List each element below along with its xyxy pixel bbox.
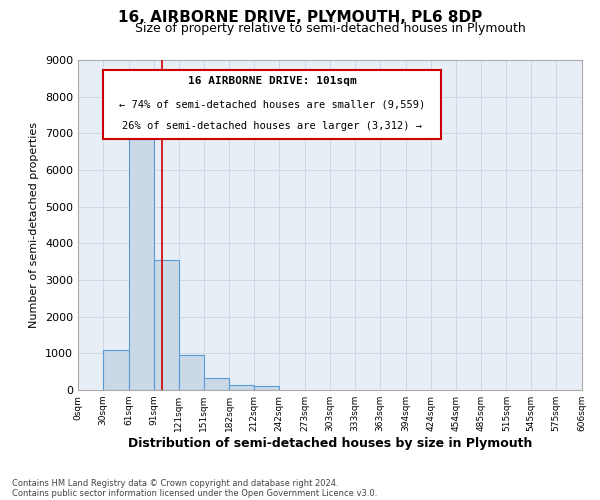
FancyBboxPatch shape xyxy=(103,70,441,139)
Title: Size of property relative to semi-detached houses in Plymouth: Size of property relative to semi-detach… xyxy=(134,22,526,35)
Text: 26% of semi-detached houses are larger (3,312) →: 26% of semi-detached houses are larger (… xyxy=(122,121,422,131)
Text: Contains HM Land Registry data © Crown copyright and database right 2024.: Contains HM Land Registry data © Crown c… xyxy=(12,478,338,488)
Bar xyxy=(179,355,203,390)
Y-axis label: Number of semi-detached properties: Number of semi-detached properties xyxy=(29,122,40,328)
Text: 16 AIRBORNE DRIVE: 101sqm: 16 AIRBORNE DRIVE: 101sqm xyxy=(188,76,356,86)
Text: ← 74% of semi-detached houses are smaller (9,559): ← 74% of semi-detached houses are smalle… xyxy=(119,100,425,110)
Bar xyxy=(154,260,179,390)
Bar xyxy=(229,384,254,390)
Bar xyxy=(254,386,279,390)
Bar xyxy=(103,350,129,390)
Text: 16, AIRBORNE DRIVE, PLYMOUTH, PL6 8DP: 16, AIRBORNE DRIVE, PLYMOUTH, PL6 8DP xyxy=(118,10,482,25)
Bar xyxy=(203,378,229,390)
Text: Contains public sector information licensed under the Open Government Licence v3: Contains public sector information licen… xyxy=(12,488,377,498)
X-axis label: Distribution of semi-detached houses by size in Plymouth: Distribution of semi-detached houses by … xyxy=(128,437,532,450)
Bar xyxy=(129,139,154,390)
